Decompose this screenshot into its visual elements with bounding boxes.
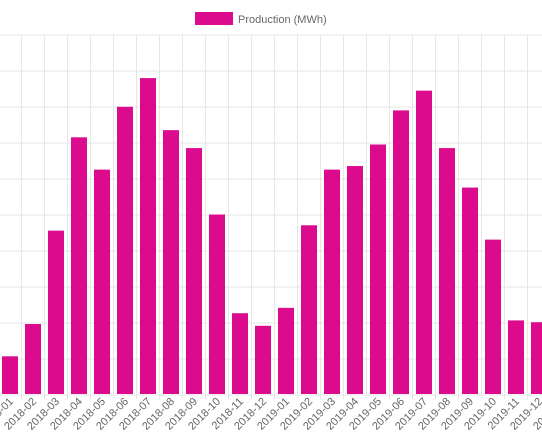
bar-2019-02[interactable]: [301, 225, 317, 394]
bar-2018-04[interactable]: [71, 137, 87, 394]
bar-2019-10[interactable]: [485, 239, 501, 394]
bar-2019-09[interactable]: [462, 187, 478, 394]
bar-2018-07[interactable]: [140, 78, 156, 394]
bar-2018-10[interactable]: [209, 214, 225, 395]
legend-label: Production (MWh): [238, 14, 327, 26]
bar-2019-08[interactable]: [439, 148, 455, 394]
x-tick-labels: 2018-012018-022018-032018-042018-052018-…: [0, 396, 542, 433]
bar-2018-08[interactable]: [163, 130, 179, 394]
bar-2019-01[interactable]: [278, 307, 294, 394]
bar-2018-06[interactable]: [117, 106, 133, 395]
bar-2018-05[interactable]: [94, 169, 110, 394]
bar-2019-11[interactable]: [508, 320, 524, 394]
bar-2019-05[interactable]: [370, 144, 386, 394]
bar-2018-09[interactable]: [186, 148, 202, 394]
bar-2018-03[interactable]: [48, 230, 64, 394]
bar-2019-03[interactable]: [324, 169, 340, 394]
legend-swatch: [195, 12, 233, 25]
bar-2019-07[interactable]: [416, 90, 432, 395]
bars: [2, 78, 542, 395]
grid: [0, 34, 542, 399]
bar-2018-11[interactable]: [232, 313, 248, 394]
bar-2019-12[interactable]: [531, 322, 542, 394]
bar-2019-04[interactable]: [347, 166, 363, 394]
bar-2018-12[interactable]: [255, 325, 271, 394]
bar-2019-06[interactable]: [393, 110, 409, 394]
bar-2018-02[interactable]: [25, 323, 41, 394]
bar-2018-01[interactable]: [2, 356, 18, 394]
legend[interactable]: Production (MWh): [195, 12, 327, 26]
